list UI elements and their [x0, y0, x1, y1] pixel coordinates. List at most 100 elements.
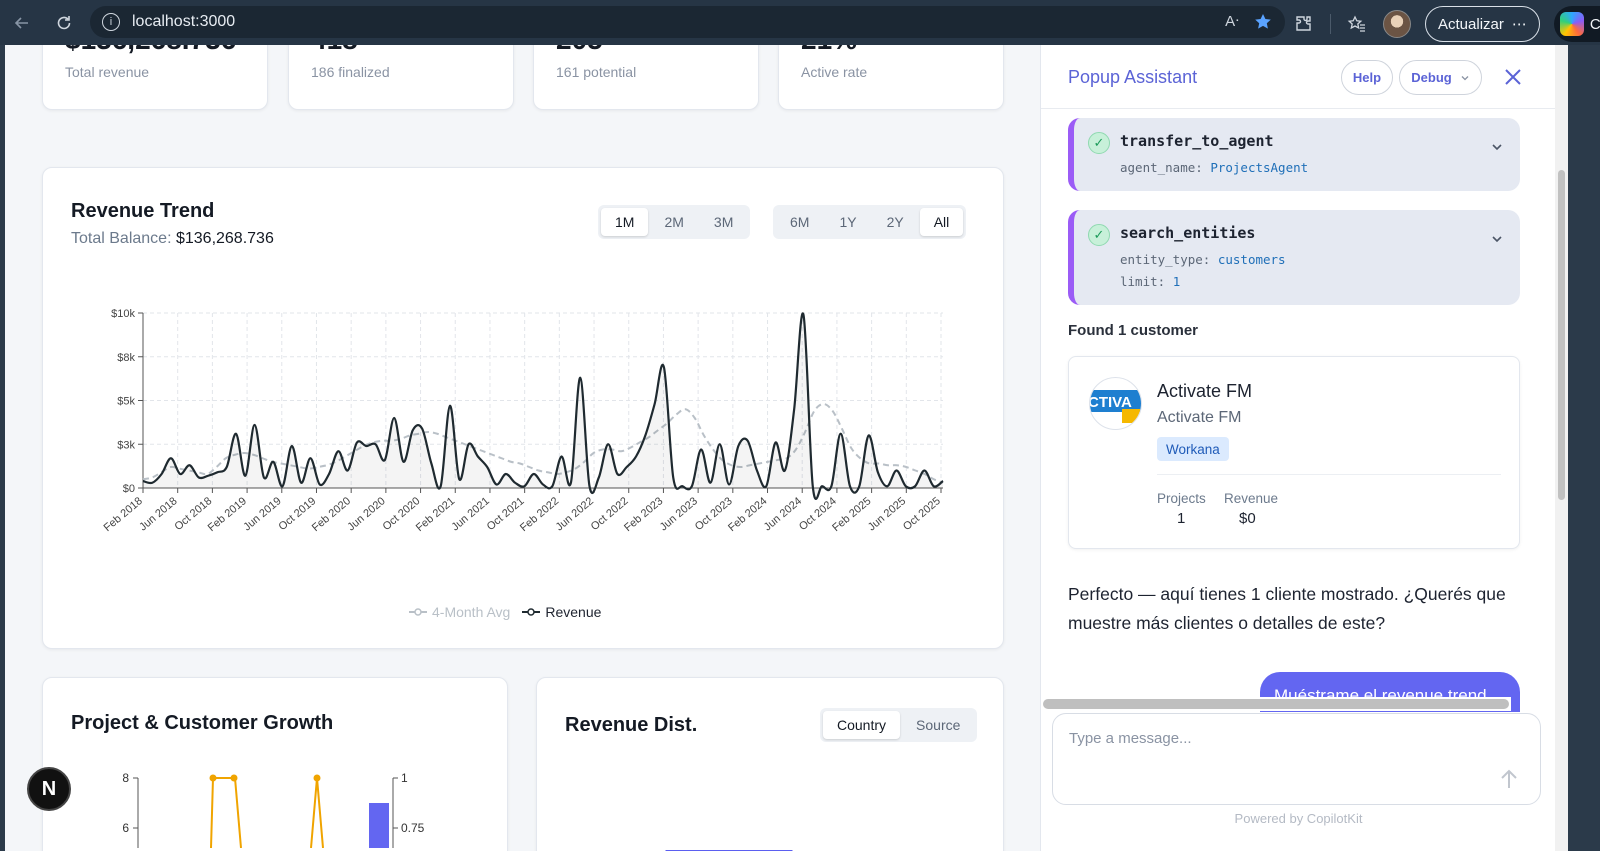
- x-tick-label: Jun 2021: [449, 495, 491, 533]
- arg-key: limit:: [1120, 274, 1166, 289]
- back-icon[interactable]: [6, 7, 38, 39]
- revenue-trend-title: Revenue Trend: [71, 200, 215, 222]
- y-tick-label: $10k: [111, 308, 135, 320]
- update-button[interactable]: Actualizar ⋯: [1425, 6, 1540, 42]
- address-bar[interactable]: i localhost:3000 Aᐧ: [90, 6, 1285, 38]
- tool-call-transfer[interactable]: ✓ transfer_to_agent agent_name: Projects…: [1068, 118, 1520, 191]
- range-3m[interactable]: 3M: [713, 214, 734, 230]
- balance-label: Total Balance:: [71, 230, 172, 247]
- legend-item-avg[interactable]: 4-Month Avg: [409, 604, 510, 620]
- stat-sub: Active rate: [801, 64, 868, 80]
- range-6m[interactable]: 6M: [790, 214, 810, 230]
- card-divider: [1157, 474, 1501, 475]
- horizontal-scrollbar[interactable]: [1041, 697, 1511, 711]
- profile-avatar[interactable]: [1383, 10, 1411, 38]
- x-tick-label: Feb 2022: [518, 495, 561, 534]
- dist-tab-country[interactable]: Country: [823, 711, 901, 739]
- copilot-chat-button[interactable]: Chat: [1553, 6, 1600, 42]
- chevron-down-icon[interactable]: [1490, 232, 1504, 246]
- chevron-down-icon[interactable]: [1490, 140, 1504, 154]
- revenue-dist-title: Revenue Dist.: [565, 714, 698, 736]
- tool-arg: entity_type: customers: [1120, 252, 1286, 267]
- revenue-dist-card: Revenue Dist. Country Source: [536, 677, 1004, 851]
- range-selector-short: 1M 2M 3M: [598, 205, 751, 239]
- favorite-star-icon[interactable]: [1253, 12, 1273, 32]
- scrollbar-thumb[interactable]: [1043, 699, 1509, 709]
- arg-key: agent_name:: [1120, 160, 1203, 175]
- y-tick-label: $3k: [117, 439, 135, 451]
- x-tick-label: Jun 2025: [866, 495, 908, 533]
- arg-value: 1: [1172, 274, 1181, 289]
- y-tick-label: $0: [123, 483, 135, 495]
- x-tick-label: Feb 2020: [310, 495, 353, 534]
- x-tick-label: Feb 2025: [830, 495, 873, 534]
- copilot-logo-icon: [1559, 12, 1584, 36]
- range-selector-long: 6M 1Y 2Y All: [773, 205, 967, 239]
- customer-logo: CTIVA: [1089, 377, 1142, 430]
- extensions-icon[interactable]: [1292, 12, 1316, 36]
- growth-bar: [369, 803, 389, 848]
- x-tick-label: Jun 2018: [137, 495, 179, 533]
- url-text: localhost:3000: [132, 13, 236, 30]
- growth-line-projects: [210, 777, 242, 848]
- read-aloud-icon[interactable]: Aᐧ: [1225, 13, 1239, 30]
- browser-toolbar: i localhost:3000 Aᐧ Actualizar ⋯ Chat: [0, 0, 1600, 45]
- stat-value: $136,268.736: [65, 45, 236, 56]
- legend-avg-marker: [409, 608, 427, 616]
- projects-label: Projects: [1157, 491, 1206, 506]
- dist-toggle: Country Source: [820, 708, 978, 742]
- x-tick-label: Feb 2024: [726, 495, 769, 534]
- y-tick-label: $8k: [117, 352, 135, 364]
- range-2y[interactable]: 2Y: [886, 214, 904, 230]
- x-tick-label: Oct 2025: [901, 495, 943, 533]
- chart-legend: 4-Month Avg Revenue: [409, 604, 601, 620]
- stat-sub: 161 potential: [556, 64, 637, 80]
- growth-point: [230, 774, 238, 782]
- customer-subtitle: Activate FM: [1157, 409, 1242, 426]
- stat-card-active-rate: 21% Active rate: [778, 45, 1004, 110]
- revenue-trend-card: Revenue Trend Total Balance: $136,268.73…: [42, 167, 1004, 649]
- x-tick-label: Feb 2018: [102, 495, 145, 534]
- page-scrollbar[interactable]: [1555, 45, 1568, 851]
- x-tick-label: Feb 2023: [622, 495, 665, 534]
- stat-card-projects: 418 186 finalized: [288, 45, 514, 110]
- send-arrow-icon[interactable]: [1496, 766, 1522, 792]
- stat-card-revenue: $136,268.736 Total revenue: [42, 45, 268, 110]
- arg-value: ProjectsAgent: [1210, 160, 1309, 175]
- x-tick-label: Feb 2019: [206, 495, 249, 534]
- range-all[interactable]: All: [919, 208, 964, 236]
- page-scrollbar-thumb[interactable]: [1558, 170, 1565, 500]
- update-label: Actualizar: [1438, 15, 1504, 33]
- y-tick-label: $5k: [117, 396, 135, 408]
- legend-item-revenue[interactable]: Revenue: [522, 604, 601, 620]
- stat-card-customers: 205 161 potential: [533, 45, 759, 110]
- range-1y[interactable]: 1Y: [839, 214, 857, 230]
- range-1m[interactable]: 1M: [601, 208, 649, 236]
- reload-icon[interactable]: [48, 7, 80, 39]
- close-icon[interactable]: [1499, 63, 1527, 91]
- favorites-icon[interactable]: [1345, 12, 1369, 36]
- tool-arg: agent_name: ProjectsAgent: [1120, 160, 1308, 175]
- growth-point: [313, 774, 321, 782]
- customer-name: Activate FM: [1157, 381, 1253, 401]
- help-button[interactable]: Help: [1341, 60, 1393, 95]
- popup-assistant: Popup Assistant Help Debug ✓ transfer_to…: [1040, 45, 1556, 851]
- customer-card[interactable]: CTIVA Activate FM Activate FM Workana Pr…: [1068, 356, 1520, 549]
- info-icon[interactable]: i: [102, 13, 120, 31]
- message-input[interactable]: [1069, 730, 1489, 747]
- debug-button[interactable]: Debug: [1399, 60, 1482, 95]
- found-text: Found 1 customer: [1068, 322, 1199, 339]
- tool-call-search[interactable]: ✓ search_entities entity_type: customers…: [1068, 210, 1520, 305]
- growth-y-tick: 8: [122, 771, 129, 785]
- nextjs-dev-badge[interactable]: N: [27, 767, 71, 811]
- chart-series: [142, 312, 944, 500]
- stat-value: 21%: [801, 45, 857, 56]
- revenue-value: $0: [1239, 510, 1256, 527]
- range-2m[interactable]: 2M: [664, 214, 684, 230]
- more-icon: ⋯: [1511, 16, 1527, 33]
- series-line-revenue[interactable]: [142, 312, 944, 500]
- projects-value: 1: [1177, 510, 1186, 527]
- growth-y-tick: 6: [122, 821, 129, 835]
- chat-label: Chat: [1589, 15, 1600, 33]
- dist-tab-source[interactable]: Source: [916, 717, 961, 733]
